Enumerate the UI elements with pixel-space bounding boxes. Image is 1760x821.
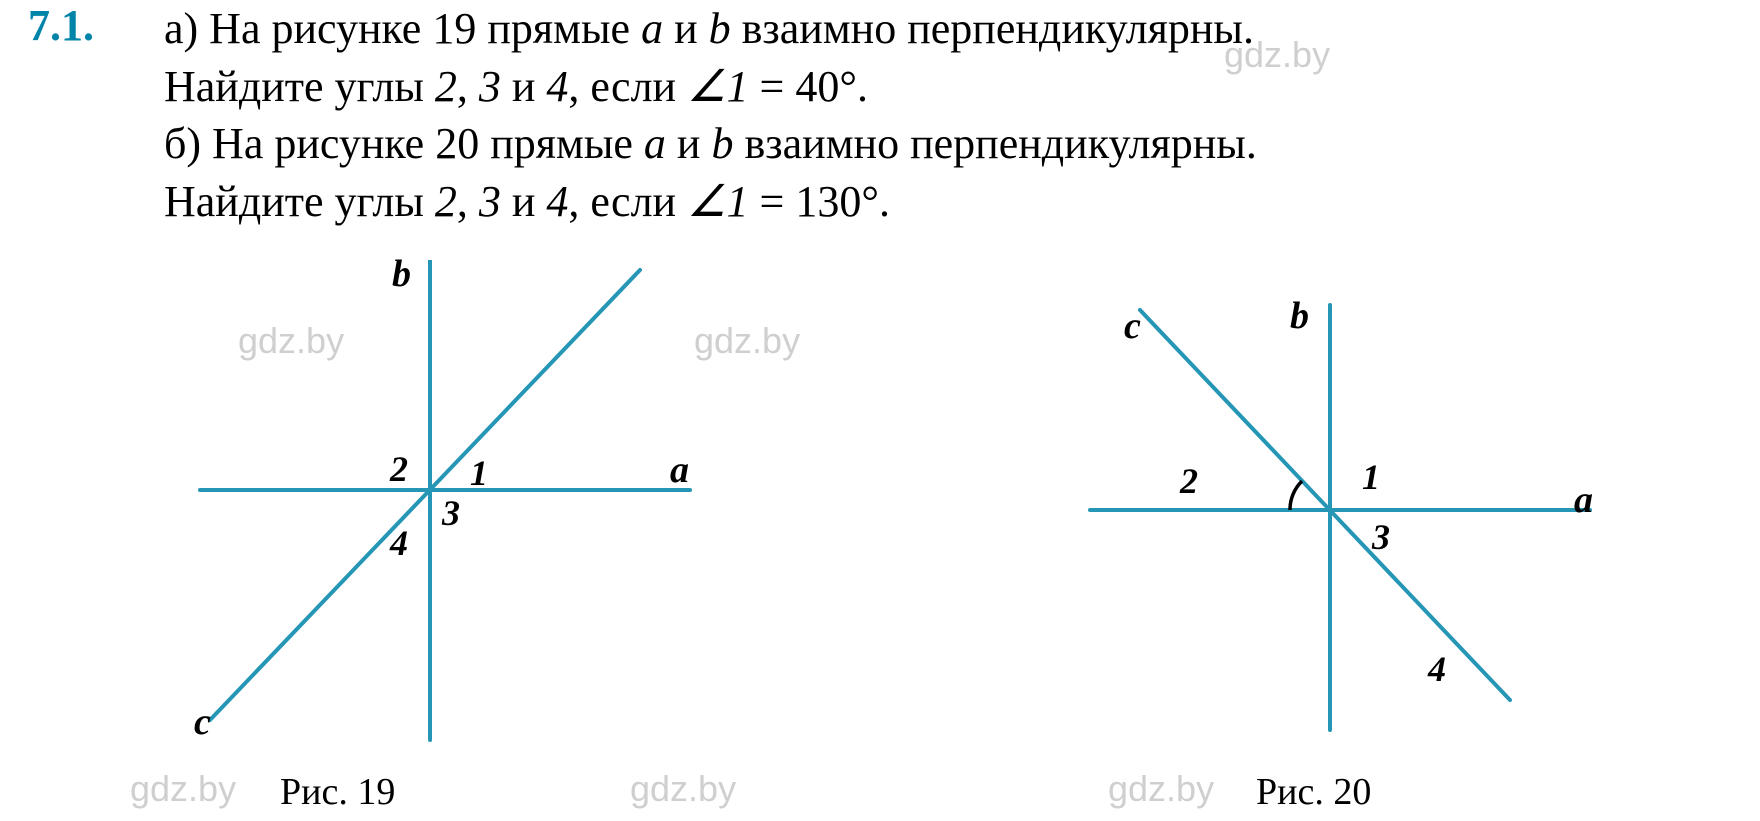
problem-number: 7.1. <box>28 0 94 51</box>
figure-20-svg <box>1050 300 1650 760</box>
label-4: 4 <box>1428 648 1446 690</box>
label-a: a <box>670 448 689 492</box>
caption-19: Рис. 19 <box>280 770 395 814</box>
label-3: 3 <box>1372 516 1390 558</box>
line-a1: а) На рисунке 19 прямые a и b взаимно пе… <box>164 2 1724 56</box>
label-c: c <box>1124 304 1141 348</box>
angle-arc <box>1290 481 1302 510</box>
label-2: 2 <box>390 448 408 490</box>
label-4: 4 <box>390 522 408 564</box>
figure-19-svg <box>130 260 730 760</box>
problem-text: а) На рисунке 19 прямые a и b взаимно пе… <box>164 2 1724 233</box>
line-a2: Найдите углы 2, 3 и 4, если ∠1 = 40°. <box>164 60 1724 114</box>
label-a: a <box>1574 478 1593 522</box>
label-1: 1 <box>470 452 488 494</box>
page-root: 7.1. а) На рисунке 19 прямые a и b взаим… <box>0 0 1760 821</box>
label-2: 2 <box>1180 460 1198 502</box>
line-b2: Найдите углы 2, 3 и 4, если ∠1 = 130°. <box>164 175 1724 229</box>
line-b1: б) На рисунке 20 прямые a и b взаимно пе… <box>164 117 1724 171</box>
label-3: 3 <box>442 492 460 534</box>
line-c <box>210 270 640 720</box>
label-1: 1 <box>1362 456 1380 498</box>
label-c: c <box>194 700 211 744</box>
caption-20: Рис. 20 <box>1256 770 1371 814</box>
label-b: b <box>1290 294 1309 338</box>
label-b: b <box>392 252 411 296</box>
figure-20: b c a 1 2 3 4 Рис. 20 <box>1050 300 1650 820</box>
figure-19: b a c 1 2 3 4 Рис. 19 <box>130 260 730 820</box>
line-c <box>1140 310 1510 700</box>
